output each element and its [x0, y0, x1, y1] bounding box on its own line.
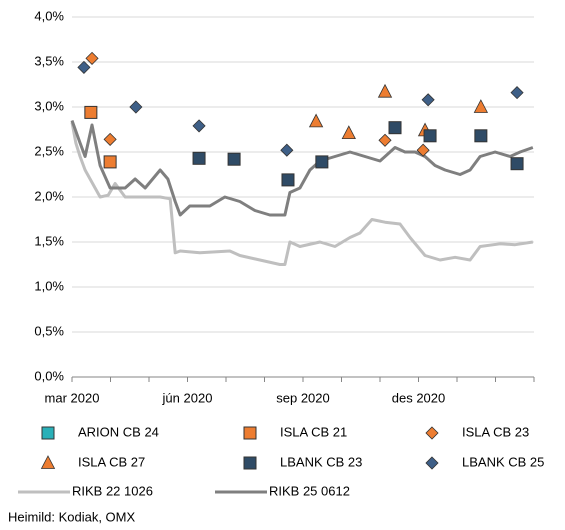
legend-marker	[243, 456, 257, 470]
series-line	[70, 119, 534, 217]
legend-marker	[425, 456, 439, 470]
legend-label: ARION CB 24	[78, 424, 159, 439]
scatter-point	[85, 51, 99, 65]
y-tick-label: 3,5%	[34, 53, 64, 68]
x-tick-label: des 2020	[392, 390, 446, 405]
x-tick-label: sep 2020	[276, 390, 330, 405]
legend-label: RIKB 22 1026	[72, 483, 153, 498]
scatter-point	[103, 132, 117, 146]
legend-label: LBANK CB 25	[462, 454, 544, 469]
series-line	[70, 122, 534, 266]
scatter-point	[77, 60, 91, 74]
legend-marker	[425, 426, 439, 440]
legend-marker	[40, 455, 56, 469]
legend-label: ISLA CB 21	[280, 424, 347, 439]
x-tick-label: jún 2020	[162, 390, 213, 405]
scatter-point	[103, 155, 117, 169]
scatter-point	[84, 105, 98, 119]
scatter-point	[388, 121, 402, 135]
scatter-point	[416, 143, 430, 157]
y-tick-label: 2,5%	[34, 143, 64, 158]
scatter-point	[281, 173, 295, 187]
y-tick-label: 3,0%	[34, 98, 64, 113]
scatter-point	[280, 143, 294, 157]
scatter-point	[378, 133, 392, 147]
y-tick-label: 4,0%	[34, 8, 64, 23]
scatter-point	[227, 152, 241, 166]
source-note: Heimild: Kodiak, OMX	[8, 509, 135, 524]
scatter-point	[308, 113, 324, 128]
y-tick-label: 1,0%	[34, 278, 64, 293]
legend-marker	[243, 426, 257, 440]
scatter-point	[341, 125, 356, 139]
scatter-point	[315, 155, 329, 169]
scatter-point	[192, 151, 206, 165]
scatter-point	[510, 157, 524, 171]
scatter-point	[423, 129, 437, 143]
legend-label: LBANK CB 23	[280, 454, 362, 469]
legend-marker	[41, 426, 55, 440]
scatter-point	[510, 86, 524, 100]
scatter-point	[421, 93, 435, 107]
legend-label: ISLA CB 23	[462, 424, 529, 439]
legend-label: RIKB 25 0612	[269, 483, 350, 498]
scatter-point	[473, 99, 489, 113]
scatter-point	[129, 100, 143, 114]
scatter-point	[192, 119, 206, 133]
legend-label: ISLA CB 27	[78, 454, 145, 469]
scatter-point	[474, 129, 488, 143]
y-tick-label: 0,0%	[34, 368, 64, 383]
scatter-point	[377, 83, 393, 98]
y-tick-label: 0,5%	[34, 323, 64, 338]
y-tick-label: 2,0%	[34, 188, 64, 203]
x-tick-label: mar 2020	[45, 390, 100, 405]
y-tick-label: 1,5%	[34, 233, 64, 248]
